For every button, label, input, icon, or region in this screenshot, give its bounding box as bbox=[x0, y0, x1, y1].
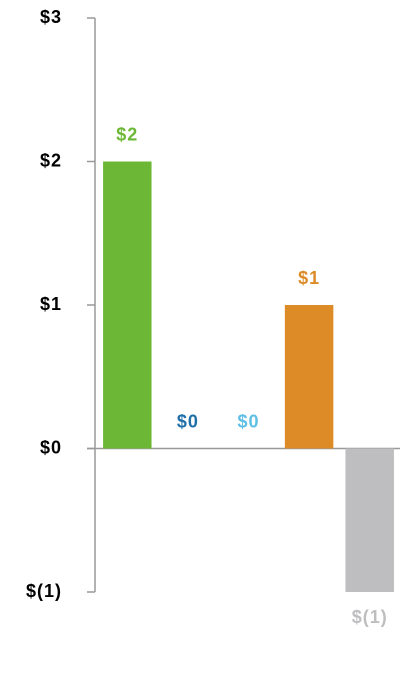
y-tick-label: $1 bbox=[40, 294, 62, 314]
y-tick-label: $0 bbox=[40, 437, 62, 457]
bar bbox=[345, 448, 394, 592]
bar bbox=[103, 161, 152, 449]
y-tick-label: $3 bbox=[40, 7, 62, 27]
value-label: $2 bbox=[116, 124, 138, 144]
value-label: $1 bbox=[298, 268, 320, 288]
y-tick-label: $2 bbox=[40, 150, 62, 170]
value-label: $(1) bbox=[352, 607, 388, 627]
value-label: $0 bbox=[177, 411, 199, 431]
value-label: $0 bbox=[237, 411, 259, 431]
y-tick-label: $(1) bbox=[26, 581, 62, 601]
bar bbox=[284, 305, 334, 449]
